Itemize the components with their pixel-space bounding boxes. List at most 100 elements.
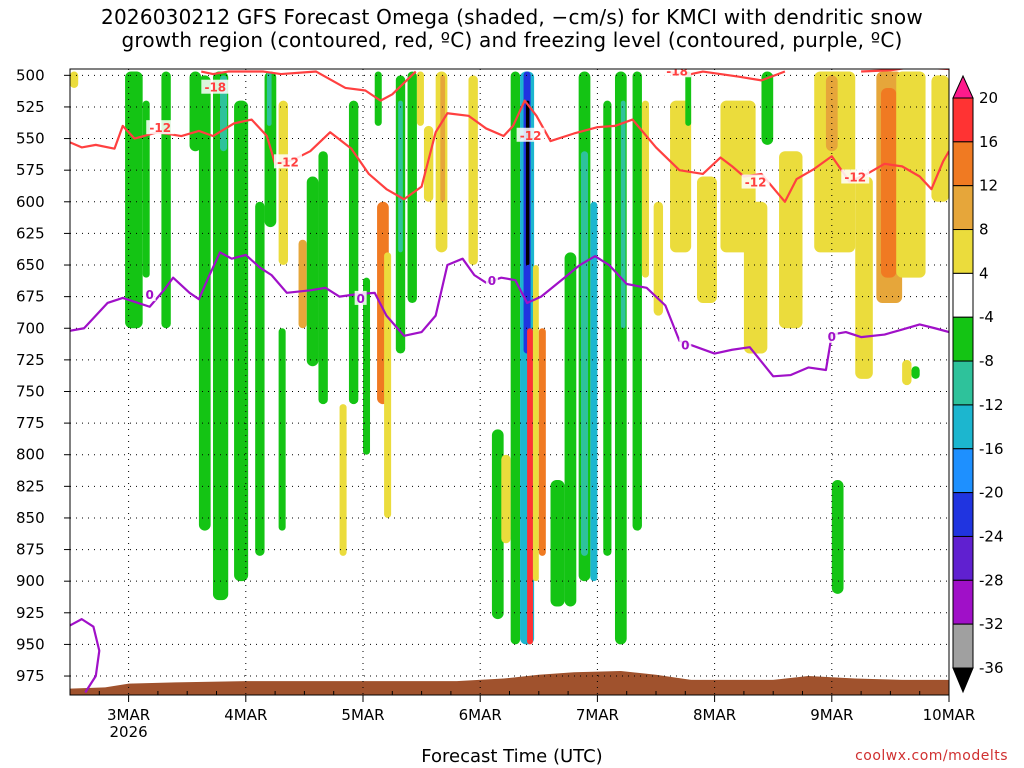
y-tick-label-725: 725 — [16, 351, 45, 369]
omega-cell-16 — [318, 151, 328, 405]
omega-cell-19 — [363, 277, 371, 455]
contour-label-bg — [273, 154, 302, 169]
colorbar-label-13: -36 — [979, 659, 1004, 677]
omega-cell-61 — [831, 480, 844, 594]
omega-cell-37 — [525, 100, 530, 266]
y-tick-label-500: 500 — [16, 66, 45, 84]
colorbar-label-3: 8 — [979, 221, 989, 239]
contour-line-4 — [70, 251, 949, 378]
contour-label-4-1: 0 — [356, 292, 364, 306]
colorbar-label-4: 4 — [979, 264, 989, 282]
contour-label-4-3: 0 — [681, 339, 689, 353]
omega-cell-56 — [743, 201, 768, 354]
omega-cell-31 — [468, 75, 478, 266]
omega-cell-41 — [550, 480, 565, 607]
omega-cell-17 — [339, 404, 347, 556]
x-axis-label: Forecast Time (UTC) — [421, 746, 603, 767]
plot-shading-layer — [70, 71, 949, 645]
contour-line-0 — [201, 70, 417, 102]
omega-cell-2 — [142, 100, 150, 278]
contour-layer: -18 -18 -12 -12 -12 -12 -12 0 0 0 0 0 — [70, 64, 949, 694]
omega-cell-15 — [306, 176, 319, 367]
omega-cell-62 — [855, 176, 873, 379]
omega-cell-13 — [278, 328, 286, 531]
y-tick-label-950: 950 — [16, 635, 45, 653]
omega-cell-11 — [266, 71, 272, 126]
colorbar: 20 16 12 8 4 -4 -8 -12 -16 -20 -24 -28 -32 -36 — [952, 74, 1004, 694]
plot-frame — [69, 68, 950, 696]
y-tick-label-600: 600 — [16, 193, 45, 211]
omega-cell-33 — [501, 454, 511, 544]
x-tick-label-5MAR: 5MAR — [341, 706, 384, 724]
colorbar-segment-12 — [952, 579, 974, 625]
omega-cell-18 — [348, 100, 359, 405]
colorbar-segment-2 — [952, 141, 974, 187]
omega-cell-44 — [580, 151, 589, 556]
y-tick-label-850: 850 — [16, 509, 45, 527]
omega-cell-65 — [896, 71, 926, 278]
colorbar-segment-8 — [952, 404, 974, 450]
omega-cell-3 — [161, 71, 171, 329]
omega-cell-46 — [603, 100, 612, 556]
colorbar-segment-1 — [952, 97, 974, 143]
contour-label-bg — [143, 287, 156, 302]
omega-cell-39 — [532, 265, 539, 582]
colorbar-label-9: -20 — [979, 484, 1004, 502]
omega-cell-66 — [902, 359, 912, 386]
colorbar-label-6: -8 — [979, 352, 994, 370]
chart-title-line-2: growth region (contoured, red, ºC) and f… — [121, 28, 903, 52]
contour-label-4-2: 0 — [488, 274, 496, 288]
y-tick-label-775: 775 — [16, 414, 45, 432]
omega-cell-52 — [670, 100, 692, 253]
y-axis: 500 525 550 575 600 625 650 675 700 725 750 775 800 8… — [16, 66, 70, 685]
colorbar-segment-14 — [952, 667, 974, 694]
terrain-layer — [70, 670, 949, 695]
omega-cell-23 — [384, 252, 392, 518]
y-tick-label-700: 700 — [16, 319, 45, 337]
omega-cell-27 — [416, 71, 424, 126]
terrain-fill — [70, 670, 949, 695]
x-tick-label-4MAR: 4MAR — [224, 706, 267, 724]
colorbar-segment-7 — [952, 360, 974, 406]
omega-cell-34 — [510, 71, 521, 645]
y-tick-label-625: 625 — [16, 224, 45, 242]
contour-label-4-0: 0 — [146, 288, 154, 302]
omega-cell-49 — [632, 71, 642, 531]
contour-label-0-0: -18 — [204, 81, 226, 95]
x-tick-label-9MAR: 9MAR — [810, 706, 853, 724]
colorbar-label-8: -16 — [979, 440, 1004, 458]
omega-cell-40 — [538, 328, 546, 556]
colorbar-label-0: 20 — [979, 89, 998, 107]
y-tick-label-750: 750 — [16, 382, 45, 400]
contour-label-2-0: -12 — [149, 121, 171, 135]
omega-cell-50 — [641, 100, 649, 278]
y-tick-label-875: 875 — [16, 541, 45, 559]
contour-label-bg — [741, 174, 770, 189]
omega-cell-67 — [911, 366, 920, 379]
y-tick-label-525: 525 — [16, 98, 45, 116]
omega-cell-6 — [212, 71, 229, 601]
y-tick-label-900: 900 — [16, 572, 45, 590]
colorbar-segment-3 — [952, 185, 974, 231]
omega-cell-8 — [234, 100, 249, 582]
x-tick-label-7MAR: 7MAR — [576, 706, 619, 724]
colorbar-label-5: -4 — [979, 308, 994, 326]
omega-cell-5 — [198, 75, 211, 531]
omega-cell-7 — [220, 75, 228, 152]
contour-label-bg — [201, 79, 230, 94]
omega-cell-58 — [779, 151, 803, 329]
omega-cell-53 — [685, 71, 692, 126]
y-tick-label-675: 675 — [16, 288, 45, 306]
colorbar-label-7: -12 — [979, 396, 1004, 414]
colorbar-segment-6 — [952, 316, 974, 362]
omega-cell-25 — [398, 100, 403, 253]
omega-cell-54 — [697, 176, 717, 303]
contour-label-2-4: -12 — [844, 170, 866, 184]
colorbar-segment-4 — [952, 229, 974, 274]
contour-label-1-0: -18 — [666, 64, 688, 78]
omega-cell-64 — [881, 87, 897, 278]
contour-label-2-2: -12 — [520, 129, 542, 143]
contour-line-2 — [70, 99, 949, 203]
